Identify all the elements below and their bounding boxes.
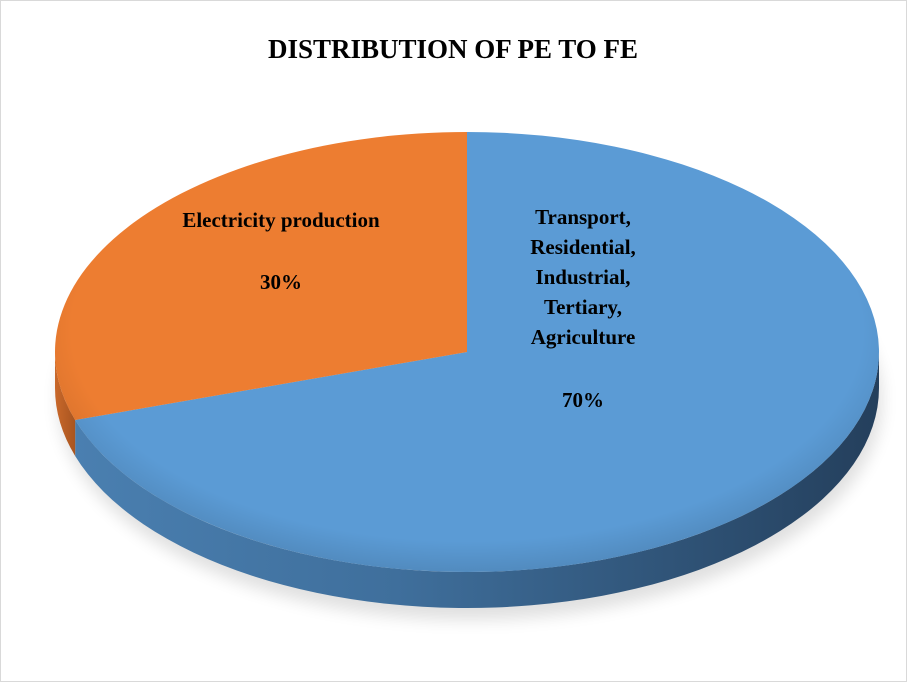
slice-value-label: 30% <box>260 270 302 294</box>
pie-highlight <box>55 132 879 572</box>
pie-side <box>55 352 76 456</box>
slice-label: Transport, Residential, Industrial, Tertiar… <box>530 205 636 349</box>
chart-title: DISTRIBUTION OF PE TO FE <box>268 34 638 64</box>
pie-side <box>75 352 879 608</box>
slice-label: Electricity production <box>182 208 380 232</box>
slice-value-label: 70% <box>562 388 604 412</box>
